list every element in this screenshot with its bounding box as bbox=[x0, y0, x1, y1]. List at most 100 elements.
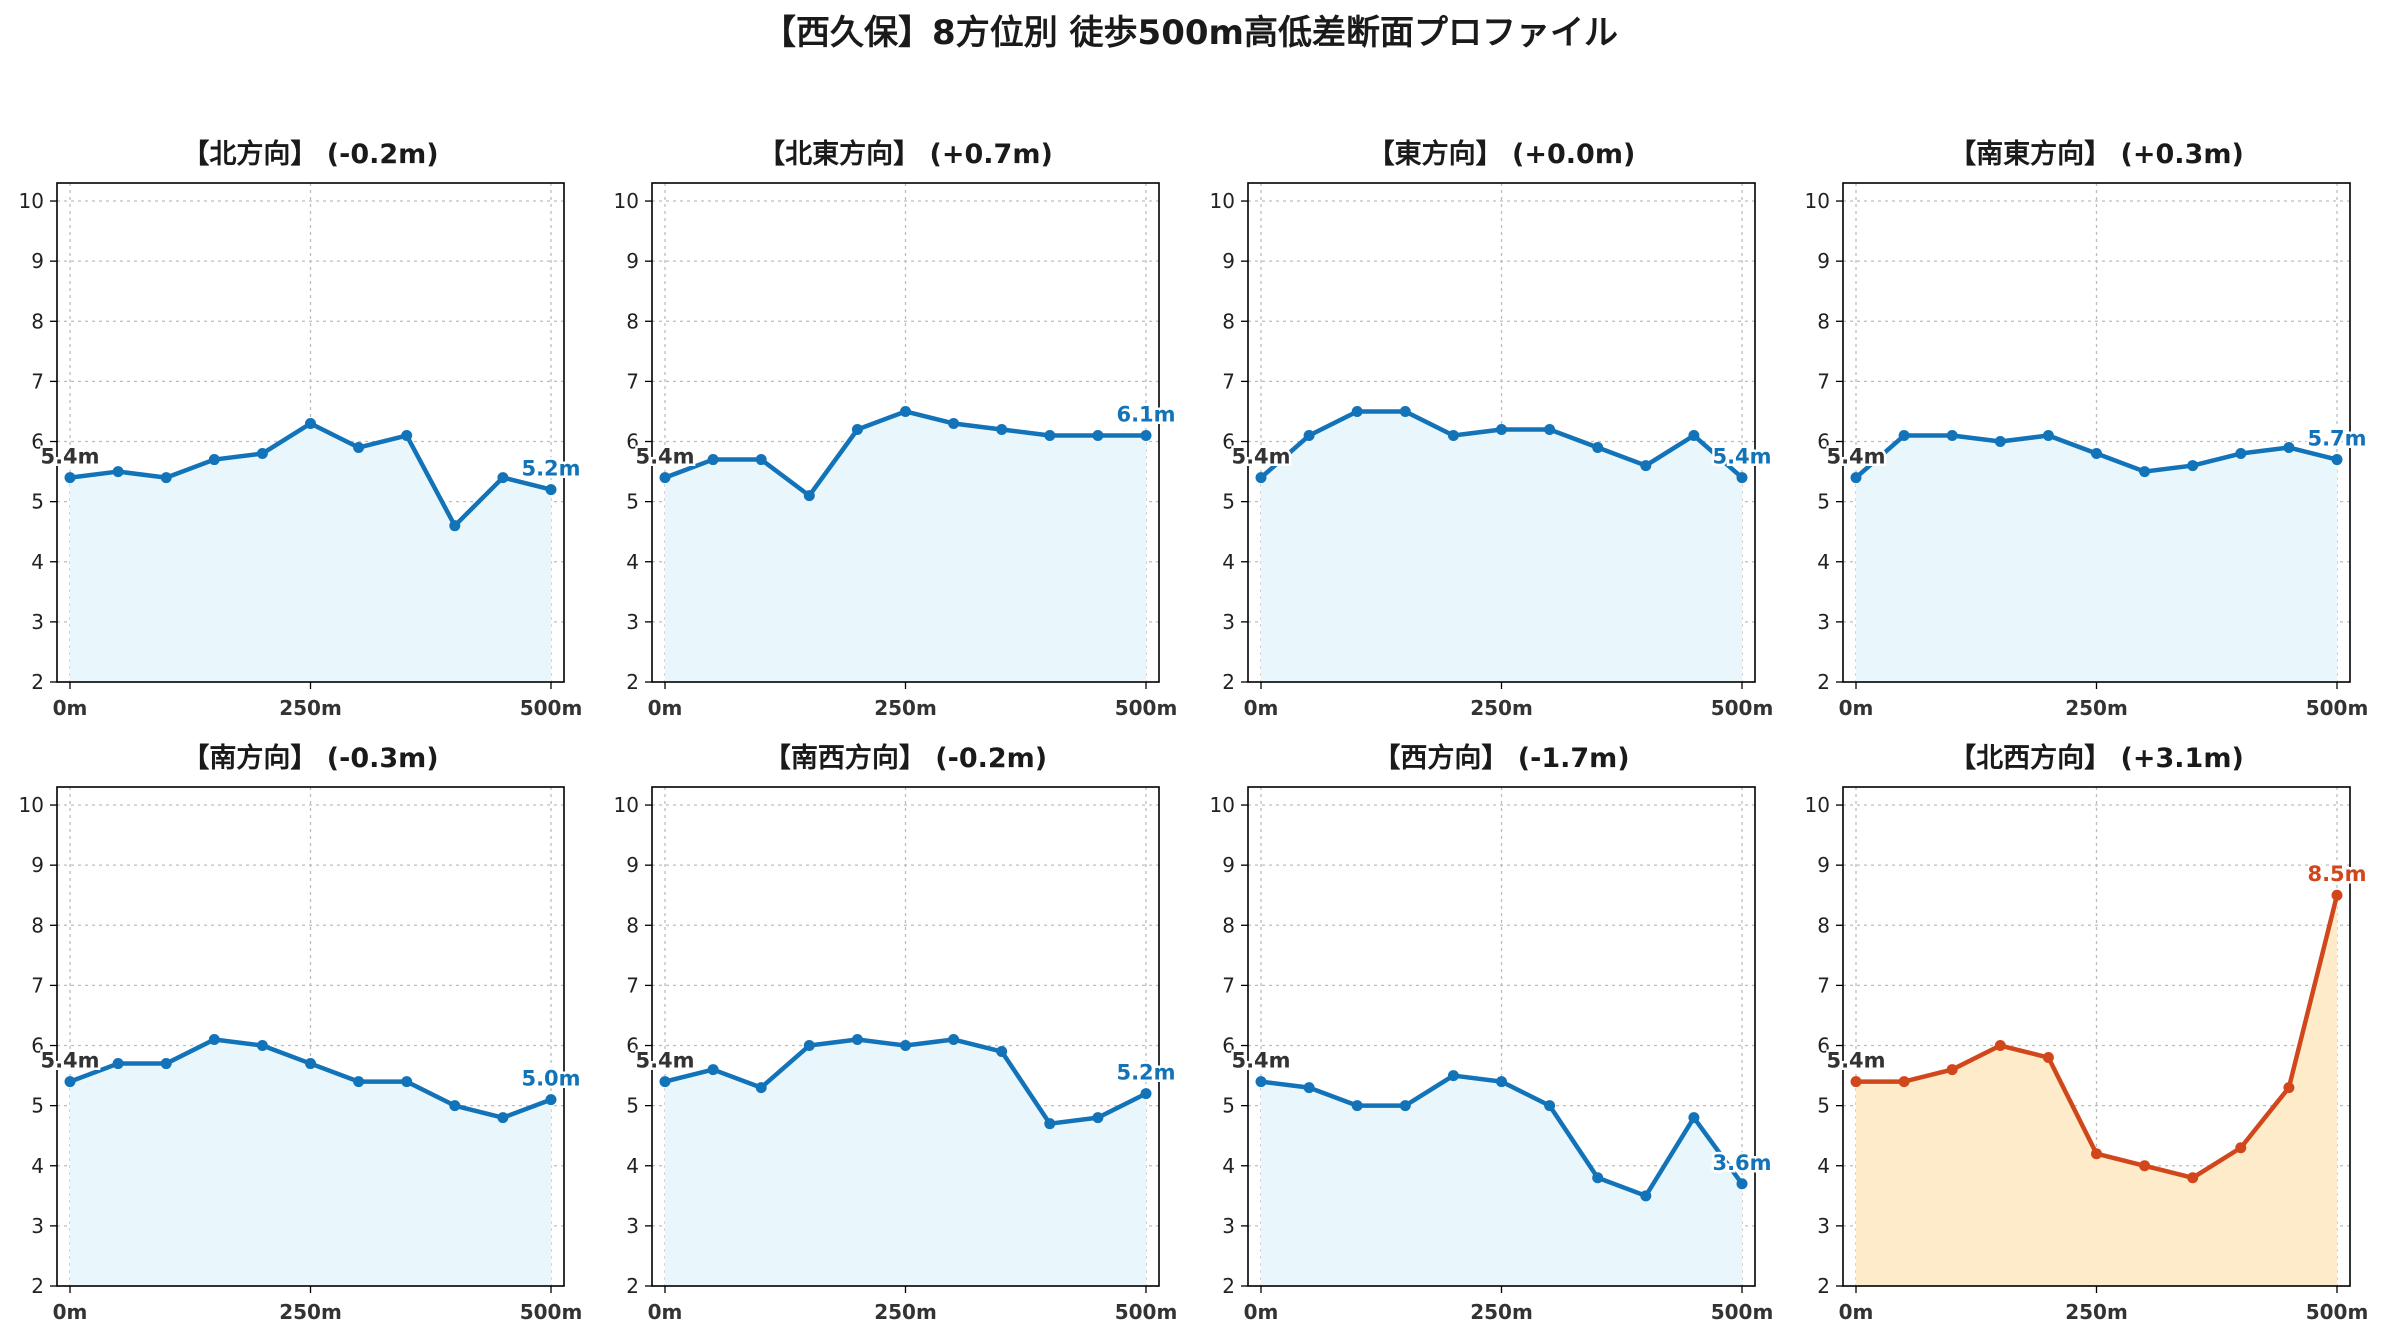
y-tick-label: 8 bbox=[1222, 309, 1235, 333]
chart-panel: 【北方向】 (-0.2m) 2 3 4 5 6 7 8 9 10 0m 250m 500m 5.4m 5.2… bbox=[19, 138, 584, 720]
end-value-label: 5.2m bbox=[1116, 1061, 1175, 1085]
data-point bbox=[353, 1076, 365, 1088]
data-point bbox=[1303, 430, 1315, 442]
chart-panel: 【南西方向】 (-0.2m) 2 3 4 5 6 7 8 9 10 0m 250m 500m 5.4m 5.… bbox=[614, 742, 1179, 1324]
elevation-area bbox=[70, 1039, 551, 1286]
data-point bbox=[1544, 1100, 1556, 1112]
y-tick-label: 10 bbox=[614, 793, 639, 817]
y-tick-label: 5 bbox=[1817, 1094, 1830, 1118]
x-tick-label: 250m bbox=[279, 1300, 342, 1324]
chart-panel: 【東方向】 (+0.0m) 2 3 4 5 6 7 8 9 10 0m 250m 500m 5.4m 5.4… bbox=[1210, 138, 1775, 720]
data-point bbox=[208, 454, 220, 466]
x-tick-label: 0m bbox=[1244, 696, 1279, 720]
panel-title: 【南方向】 (-0.3m) bbox=[182, 742, 438, 774]
x-tick-label: 0m bbox=[648, 696, 683, 720]
data-point bbox=[2139, 1160, 2151, 1172]
start-value-label: 5.4m bbox=[635, 445, 694, 469]
x-tick-label: 500m bbox=[520, 1300, 583, 1324]
y-tick-label: 2 bbox=[1222, 1274, 1235, 1298]
data-point bbox=[1544, 423, 1556, 435]
y-tick-label: 8 bbox=[1817, 913, 1830, 937]
y-tick-label: 10 bbox=[1210, 189, 1235, 213]
data-point bbox=[1255, 472, 1267, 484]
data-point bbox=[1898, 430, 1910, 442]
data-point bbox=[2139, 466, 2151, 478]
data-point bbox=[948, 1034, 960, 1046]
data-point bbox=[2042, 1052, 2054, 1064]
data-point bbox=[1140, 430, 1152, 442]
data-point bbox=[1496, 1076, 1507, 1088]
panel-title: 【北西方向】 (+3.1m) bbox=[1949, 742, 2244, 774]
end-value-label: 5.7m bbox=[2307, 427, 2366, 451]
data-point bbox=[1898, 1076, 1910, 1088]
y-tick-label: 6 bbox=[31, 1034, 44, 1058]
x-tick-label: 500m bbox=[1711, 696, 1774, 720]
data-point bbox=[1303, 1082, 1315, 1094]
y-tick-label: 3 bbox=[31, 610, 44, 634]
data-point bbox=[1399, 405, 1411, 417]
data-point bbox=[401, 1076, 413, 1088]
x-tick-label: 500m bbox=[2306, 696, 2369, 720]
data-point bbox=[996, 423, 1008, 435]
end-value-label: 5.0m bbox=[521, 1067, 580, 1091]
data-point bbox=[1044, 430, 1056, 442]
data-point bbox=[1351, 1100, 1363, 1112]
y-tick-label: 10 bbox=[19, 793, 44, 817]
data-point bbox=[1092, 430, 1104, 442]
y-tick-label: 2 bbox=[31, 1274, 44, 1298]
data-point bbox=[305, 417, 316, 429]
y-tick-label: 6 bbox=[626, 430, 639, 454]
y-tick-label: 8 bbox=[626, 309, 639, 333]
data-point bbox=[497, 472, 509, 484]
data-point bbox=[707, 454, 719, 466]
panel-title: 【東方向】 (+0.0m) bbox=[1368, 138, 1636, 170]
end-value-label: 5.2m bbox=[521, 457, 580, 481]
y-tick-label: 6 bbox=[1222, 1034, 1235, 1058]
y-tick-label: 9 bbox=[1817, 853, 1830, 877]
data-point bbox=[1688, 1112, 1700, 1124]
chart-panel: 【北東方向】 (+0.7m) 2 3 4 5 6 7 8 9 10 0m 250m 500m 5.4m 6.… bbox=[614, 138, 1179, 720]
y-tick-label: 6 bbox=[1222, 430, 1235, 454]
y-tick-label: 4 bbox=[626, 1154, 639, 1178]
elevation-area bbox=[1261, 1075, 1742, 1286]
y-tick-label: 3 bbox=[626, 1214, 639, 1238]
data-point bbox=[2187, 460, 2199, 472]
data-point bbox=[803, 490, 815, 502]
data-point bbox=[1044, 1118, 1056, 1130]
data-point bbox=[256, 1040, 268, 1052]
x-tick-label: 500m bbox=[2306, 1300, 2369, 1324]
x-tick-label: 0m bbox=[1244, 1300, 1279, 1324]
data-point bbox=[707, 1064, 719, 1076]
y-tick-label: 5 bbox=[1222, 1094, 1235, 1118]
x-tick-label: 250m bbox=[2065, 1300, 2128, 1324]
x-tick-label: 250m bbox=[874, 1300, 937, 1324]
x-tick-label: 250m bbox=[2065, 696, 2128, 720]
y-tick-label: 4 bbox=[31, 1154, 44, 1178]
data-point bbox=[1994, 436, 2006, 448]
y-tick-label: 5 bbox=[31, 1094, 44, 1118]
data-point bbox=[2331, 454, 2343, 466]
data-point bbox=[2331, 889, 2343, 901]
panel-title: 【北東方向】 (+0.7m) bbox=[758, 138, 1053, 170]
data-point bbox=[160, 1058, 172, 1070]
data-point bbox=[851, 423, 863, 435]
y-tick-label: 7 bbox=[1222, 973, 1235, 997]
chart-panel: 【西方向】 (-1.7m) 2 3 4 5 6 7 8 9 10 0m 250m 500m 5.4m 3.6… bbox=[1210, 742, 1775, 1324]
y-tick-label: 4 bbox=[1222, 1154, 1235, 1178]
y-tick-label: 2 bbox=[626, 670, 639, 694]
data-point bbox=[900, 405, 911, 417]
data-point bbox=[900, 1040, 911, 1052]
x-tick-label: 500m bbox=[1115, 696, 1178, 720]
y-tick-label: 9 bbox=[1222, 249, 1235, 273]
x-tick-label: 250m bbox=[279, 696, 342, 720]
panel-title: 【北方向】 (-0.2m) bbox=[182, 138, 438, 170]
y-tick-label: 7 bbox=[31, 973, 44, 997]
data-point bbox=[2283, 442, 2295, 454]
panel-title: 【西方向】 (-1.7m) bbox=[1373, 742, 1629, 774]
start-value-label: 5.4m bbox=[635, 1049, 694, 1073]
data-point bbox=[996, 1046, 1008, 1058]
start-value-label: 5.4m bbox=[1826, 1049, 1885, 1073]
data-point bbox=[545, 484, 557, 496]
x-tick-label: 0m bbox=[53, 1300, 88, 1324]
